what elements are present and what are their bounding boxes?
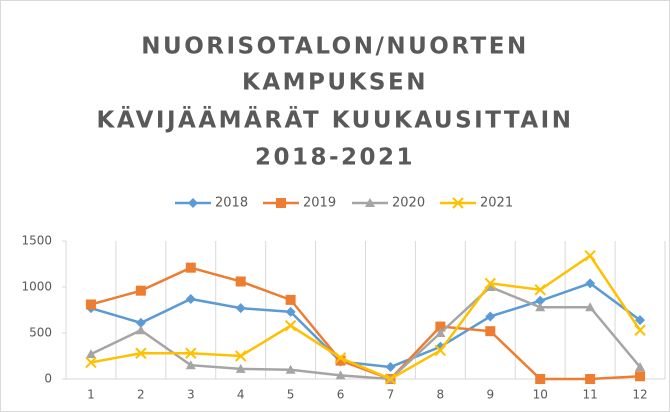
marker: [185, 360, 196, 370]
marker: [485, 326, 496, 337]
marker: [335, 355, 346, 366]
series-line: [90, 281, 641, 369]
x-tick-label: 4: [237, 388, 245, 402]
marker: [285, 294, 296, 305]
marker: [285, 364, 296, 374]
y-tick-label: 500: [29, 326, 52, 340]
marker: [385, 362, 396, 373]
marker: [135, 317, 146, 328]
marker: [485, 311, 496, 322]
x-tick-label: 3: [187, 388, 195, 402]
x-tick-label: 11: [582, 388, 597, 402]
legend-label: 2018: [215, 196, 248, 211]
marker: [434, 344, 447, 357]
marker: [535, 302, 546, 312]
legend-marker: [276, 198, 286, 208]
legend-label: 2021: [480, 196, 513, 211]
marker: [185, 293, 196, 304]
marker: [585, 302, 596, 312]
marker: [85, 349, 96, 359]
marker: [284, 319, 297, 332]
marker: [634, 324, 646, 336]
chart-title: NUORISOTALON/NUORTEN: [141, 34, 528, 60]
marker: [235, 303, 246, 314]
marker: [435, 321, 446, 332]
chart-title: KAMPUKSEN: [242, 70, 428, 96]
x-tick-label: 1: [87, 388, 95, 402]
marker: [185, 262, 196, 273]
marker: [635, 371, 646, 382]
legend-marker: [365, 198, 375, 207]
marker: [635, 315, 646, 326]
x-tick-label: 2: [137, 388, 145, 402]
legend-label: 2020: [392, 196, 425, 211]
series-line: [90, 266, 641, 381]
x-tick-label: 12: [632, 388, 647, 402]
y-tick-label: 0: [44, 372, 52, 386]
y-tick-label: 1500: [21, 234, 52, 248]
y-tick-label: 1000: [21, 280, 52, 294]
chart-title: 2018-2021: [255, 145, 415, 171]
marker: [185, 347, 197, 359]
marker: [235, 276, 246, 287]
marker: [85, 356, 97, 369]
marker: [585, 374, 596, 384]
series-line: [90, 285, 642, 381]
marker: [584, 250, 596, 262]
marker: [135, 347, 147, 359]
marker: [85, 299, 96, 310]
x-tick-label: 7: [387, 388, 395, 402]
marker: [285, 306, 296, 317]
legend-marker: [188, 198, 198, 208]
marker: [135, 285, 146, 296]
x-tick-label: 5: [287, 388, 295, 402]
marker: [585, 278, 596, 289]
marker: [335, 370, 346, 380]
marker: [535, 374, 546, 384]
chart-title: KÄVIJÄÄMÄRÄT KUUKAUSITTAIN: [97, 106, 574, 134]
marker: [534, 284, 546, 296]
x-tick-label: 6: [337, 388, 345, 402]
legend-label: 2019: [303, 196, 336, 211]
marker: [135, 325, 146, 335]
x-tick-label: 9: [486, 388, 494, 402]
marker: [535, 295, 546, 306]
x-tick-label: 10: [533, 388, 548, 402]
x-tick-label: 8: [437, 388, 445, 402]
legend-marker: [452, 197, 464, 209]
marker: [384, 373, 397, 385]
marker: [484, 277, 496, 290]
marker: [334, 352, 347, 364]
series-line: [90, 253, 642, 381]
marker: [635, 362, 646, 372]
marker: [235, 350, 247, 362]
marker: [435, 328, 446, 337]
marker: [235, 363, 246, 373]
